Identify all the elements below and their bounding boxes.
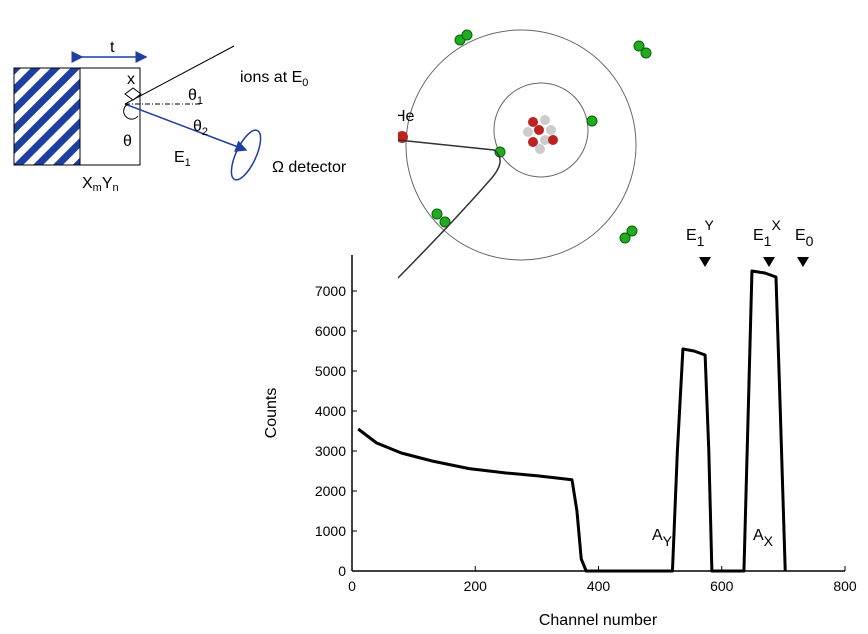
theta2-text: θ bbox=[193, 118, 202, 135]
theta-arc bbox=[123, 103, 139, 120]
depth-label: x bbox=[127, 71, 135, 88]
x-tick-label: 800 bbox=[833, 578, 857, 594]
y-tick-label: 4000 bbox=[315, 403, 346, 419]
electrons bbox=[431, 29, 652, 244]
incident-beam bbox=[124, 45, 235, 105]
y-tick-label: 5000 bbox=[315, 363, 346, 379]
annotation: AX bbox=[753, 527, 774, 549]
annotation-text: A bbox=[652, 527, 663, 544]
x-axis-title: Channel number bbox=[539, 612, 658, 629]
ion-track bbox=[398, 139, 501, 279]
nucleus bbox=[523, 115, 558, 154]
sample-n: n bbox=[113, 182, 119, 194]
marker-label: E1Y bbox=[686, 217, 714, 249]
marker-label: E0 bbox=[795, 227, 814, 249]
theta1-sub: 1 bbox=[197, 95, 203, 107]
film bbox=[79, 67, 141, 166]
exit-beam bbox=[124, 103, 248, 152]
chart: Counts Channel number AY AX E1Y E1X E0 0… bbox=[263, 217, 857, 629]
y-axis-title: Counts bbox=[263, 388, 280, 439]
annotation: AY bbox=[652, 527, 673, 549]
annotation-sub: X bbox=[764, 533, 774, 549]
annotation-sub: Y bbox=[663, 533, 673, 549]
detector-label: Ω detector bbox=[272, 159, 347, 176]
spectrum-line bbox=[357, 269, 787, 573]
detector bbox=[230, 129, 262, 181]
y-tick-label: 7000 bbox=[315, 283, 346, 299]
depth-mark bbox=[124, 87, 142, 101]
marker-sub: 1 bbox=[764, 233, 772, 249]
outer-shell bbox=[405, 29, 637, 261]
theta2-sub: 2 bbox=[202, 126, 208, 138]
sample-b: Y bbox=[102, 175, 113, 192]
annotation-text: A bbox=[753, 527, 764, 544]
marker-sup: X bbox=[771, 217, 781, 233]
y-tick-label: 2000 bbox=[315, 483, 346, 499]
inner-shell bbox=[493, 82, 589, 178]
sample-a: X bbox=[82, 175, 93, 192]
beam-sub: 0 bbox=[302, 77, 308, 89]
marker-text: E bbox=[795, 227, 806, 244]
x-tick-label: 200 bbox=[464, 578, 488, 594]
y-tick-label: 6000 bbox=[315, 323, 346, 339]
exit-energy-sub: 1 bbox=[185, 157, 191, 169]
sample-m: m bbox=[93, 182, 102, 194]
theta1-text: θ bbox=[188, 87, 197, 104]
x-tick-label: 600 bbox=[710, 578, 734, 594]
theta-label: θ bbox=[123, 133, 132, 150]
exit-energy-text: E bbox=[174, 149, 185, 166]
substrate bbox=[13, 67, 81, 166]
x-tick-label: 400 bbox=[587, 578, 611, 594]
beam-label: ions at E0 bbox=[240, 69, 308, 89]
atom: He bbox=[394, 29, 652, 279]
y-tick-label: 0 bbox=[338, 563, 346, 579]
marker-text: E bbox=[686, 227, 697, 244]
marker-sub: 0 bbox=[806, 233, 814, 249]
beam-text: ions at E bbox=[240, 69, 302, 86]
marker-sup: Y bbox=[704, 217, 714, 233]
thickness-label: t bbox=[110, 39, 115, 56]
marker-text: E bbox=[753, 227, 764, 244]
theta1-label: θ1 bbox=[188, 87, 203, 107]
exit-energy-label: E1 bbox=[174, 149, 191, 169]
y-tick-label: 3000 bbox=[315, 443, 346, 459]
x-tick-label: 0 bbox=[348, 578, 356, 594]
schematic: t x ions at E0 θ1 θ2 θ E1 Ω detector XmY… bbox=[13, 39, 347, 194]
ion-label: He bbox=[394, 108, 415, 125]
marker-sub: 1 bbox=[697, 233, 705, 249]
marker-arrows bbox=[699, 257, 809, 267]
sample-label: XmYn bbox=[82, 175, 119, 194]
theta2-label: θ2 bbox=[193, 118, 208, 138]
marker-label: E1X bbox=[753, 217, 781, 249]
y-tick-label: 1000 bbox=[315, 523, 346, 539]
